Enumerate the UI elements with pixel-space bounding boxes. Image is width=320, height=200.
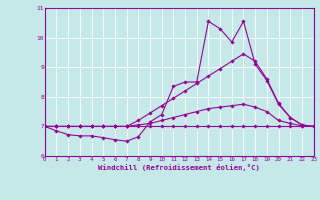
X-axis label: Windchill (Refroidissement éolien,°C): Windchill (Refroidissement éolien,°C) [98,164,260,171]
